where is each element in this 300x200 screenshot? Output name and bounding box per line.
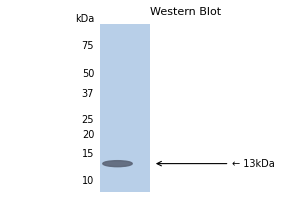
Text: 75: 75 <box>82 41 94 51</box>
Text: 50: 50 <box>82 69 94 79</box>
Text: 20: 20 <box>82 130 94 140</box>
FancyBboxPatch shape <box>100 24 150 192</box>
Text: Western Blot: Western Blot <box>150 7 221 17</box>
Text: kDa: kDa <box>75 14 94 24</box>
Ellipse shape <box>103 161 132 167</box>
Text: 10: 10 <box>82 176 94 186</box>
Text: 37: 37 <box>82 89 94 99</box>
Text: ← 13kDa: ← 13kDa <box>157 159 275 169</box>
Text: 25: 25 <box>82 115 94 125</box>
Text: 15: 15 <box>82 149 94 159</box>
